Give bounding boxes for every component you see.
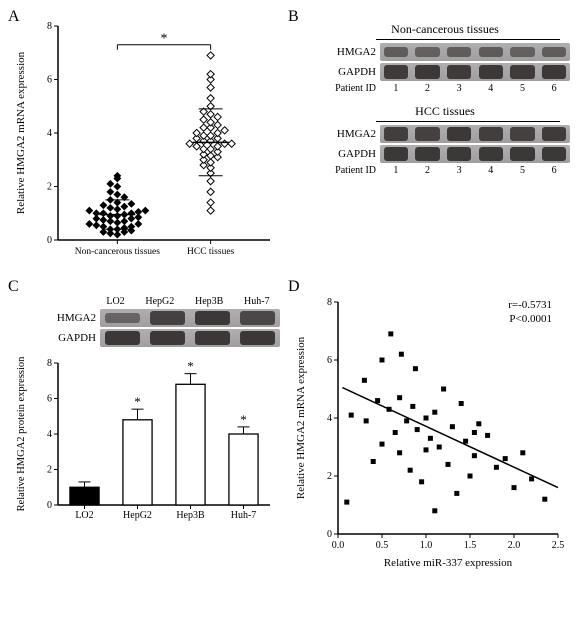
svg-text:0: 0 (327, 529, 332, 540)
panel-a-label: A (8, 8, 20, 26)
figure-grid: A 0 2 4 6 8 Relative HMGA2 mRNA expression Non… (10, 10, 567, 575)
svg-text:2: 2 (327, 471, 332, 482)
patient-id: 6 (552, 83, 557, 94)
blot-row-label: GAPDH (320, 148, 380, 160)
panel-a: A 0 2 4 6 8 Relative HMGA2 mRNA expression Non… (10, 10, 280, 270)
svg-text:6: 6 (327, 355, 332, 366)
svg-text:Relative miR-337 expression: Relative miR-337 expression (384, 557, 513, 569)
svg-text:2: 2 (47, 182, 52, 193)
patient-id: 4 (488, 165, 493, 176)
patient-id-label: Patient ID (320, 83, 380, 94)
svg-text:Hep3B: Hep3B (176, 510, 205, 521)
svg-text:Non-cancerous tissues: Non-cancerous tissues (75, 247, 161, 257)
svg-text:*: * (240, 412, 247, 427)
blot-strip (380, 63, 570, 81)
patient-id: 1 (393, 83, 398, 94)
blot-group-title: Non-cancerous tissues (320, 22, 570, 37)
svg-text:6: 6 (47, 75, 52, 86)
svg-text:4: 4 (47, 128, 52, 139)
svg-text:1.0: 1.0 (420, 540, 433, 551)
cell-line-label: HepG2 (145, 296, 174, 307)
svg-text:6: 6 (47, 394, 52, 405)
blot-row-label: HMGA2 (320, 128, 380, 140)
svg-text:8: 8 (47, 21, 52, 32)
panel-d: D 0 2 4 6 8 0.0 0.5 1.0 1.5 2.0 2.5 Relative HMGA2 … (290, 280, 570, 575)
svg-text:r=-0.5731: r=-0.5731 (508, 299, 552, 311)
panel-d-label: D (288, 278, 300, 296)
patient-id: 2 (425, 165, 430, 176)
svg-text:*: * (134, 394, 141, 409)
panel-c: C LO2 HepG2 Hep3B Huh-7 HMGA2 GAPDH 0 2 4 6 8 Rel… (10, 280, 280, 575)
panel-d-scatter: 0 2 4 6 8 0.0 0.5 1.0 1.5 2.0 2.5 Relative HMGA2 mR… (290, 280, 570, 570)
svg-text:LO2: LO2 (75, 510, 93, 521)
patient-id: 3 (457, 83, 462, 94)
svg-text:Relative HMGA2 mRNA expression: Relative HMGA2 mRNA expression (15, 51, 27, 214)
svg-text:8: 8 (327, 297, 332, 308)
svg-text:1.5: 1.5 (464, 540, 477, 551)
svg-text:Huh-7: Huh-7 (231, 510, 257, 521)
panel-a-chart: 0 2 4 6 8 Relative HMGA2 mRNA expression Non-c… (10, 10, 280, 270)
blot-row-label: GAPDH (320, 66, 380, 78)
svg-text:0: 0 (47, 235, 52, 246)
patient-id: 5 (520, 165, 525, 176)
patient-id: 2 (425, 83, 430, 94)
blot-group-title: HCC tissues (320, 104, 570, 119)
svg-text:HepG2: HepG2 (123, 510, 152, 521)
svg-text:2.5: 2.5 (552, 540, 565, 551)
blot-strip (380, 43, 570, 61)
patient-id: 4 (488, 83, 493, 94)
svg-text:P<0.0001: P<0.0001 (509, 313, 552, 325)
svg-text:0.5: 0.5 (376, 540, 389, 551)
patient-id: 6 (552, 165, 557, 176)
svg-text:2.0: 2.0 (508, 540, 521, 551)
patient-id-label: Patient ID (320, 165, 380, 176)
panel-b-blots: Non-cancerous tissues HMGA2 GAPDH Patient I… (320, 22, 570, 176)
blot-row-label: HMGA2 (40, 312, 100, 324)
svg-text:2: 2 (47, 465, 52, 476)
panel-b-label: B (288, 8, 299, 26)
blot-strip (100, 329, 280, 347)
blot-strip (380, 145, 570, 163)
patient-id: 5 (520, 83, 525, 94)
panel-b: B Non-cancerous tissues HMGA2 GAPDH Patient… (290, 10, 570, 270)
panel-c-label: C (8, 278, 19, 296)
svg-text:*: * (187, 359, 194, 374)
blot-strip (380, 125, 570, 143)
svg-text:Relative HMGA2 protein express: Relative HMGA2 protein expression (16, 356, 27, 512)
cell-line-label: LO2 (106, 296, 124, 307)
svg-text:0: 0 (47, 500, 52, 511)
patient-id: 1 (393, 165, 398, 176)
panel-c-blots: LO2 HepG2 Hep3B Huh-7 HMGA2 GAPDH (40, 296, 280, 347)
svg-text:HCC tissues: HCC tissues (187, 247, 235, 257)
cell-line-label: Huh-7 (244, 296, 270, 307)
blot-row-label: HMGA2 (320, 46, 380, 58)
svg-text:8: 8 (47, 358, 52, 369)
blot-row-label: GAPDH (40, 332, 100, 344)
cell-line-label: Hep3B (195, 296, 223, 307)
patient-id: 3 (457, 165, 462, 176)
svg-text:*: * (161, 32, 168, 47)
blot-strip (100, 309, 280, 327)
svg-text:0.0: 0.0 (332, 540, 345, 551)
panel-c-barchart: 0 2 4 6 8 Relative HMGA2 protein expression LO… (10, 349, 280, 529)
svg-text:4: 4 (327, 413, 332, 424)
svg-text:Relative HMGA2 mRNA expression: Relative HMGA2 mRNA expression (295, 336, 307, 499)
svg-text:4: 4 (47, 429, 52, 440)
